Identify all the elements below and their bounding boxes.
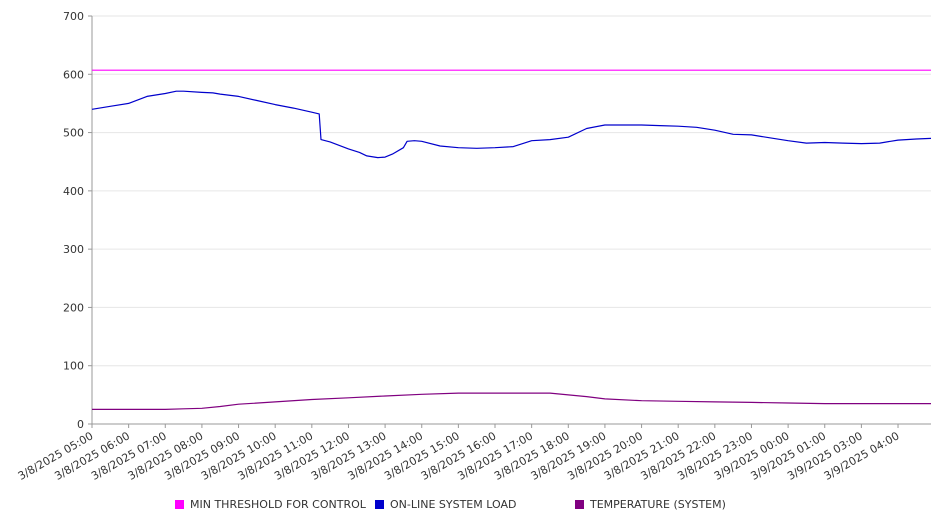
y-tick-label: 300 xyxy=(63,243,84,256)
legend: MIN THRESHOLD FOR CONTROL ON-LINE SYSTEM… xyxy=(0,498,946,514)
y-tick-label: 100 xyxy=(63,360,84,373)
y-tick-label: 400 xyxy=(63,185,84,198)
y-axis-tick-labels: 0 100 200 300 400 500 600 700 xyxy=(63,10,84,431)
legend-item-temperature[interactable]: TEMPERATURE (SYSTEM) xyxy=(575,498,726,511)
y-tick-label: 0 xyxy=(77,418,84,431)
legend-label-system-load: ON-LINE SYSTEM LOAD xyxy=(390,498,517,511)
legend-item-system-load[interactable]: ON-LINE SYSTEM LOAD xyxy=(375,498,516,511)
legend-swatch-temperature xyxy=(575,500,584,509)
series-line-2 xyxy=(92,392,931,410)
legend-label-min-threshold: MIN THRESHOLD FOR CONTROL xyxy=(190,498,366,511)
grid-lines xyxy=(92,15,931,367)
y-tick-label: 700 xyxy=(63,10,84,23)
legend-item-min-threshold[interactable]: MIN THRESHOLD FOR CONTROL xyxy=(175,498,366,511)
y-tick-label: 600 xyxy=(63,68,84,81)
y-tick-label: 200 xyxy=(63,301,84,314)
series-line-1 xyxy=(91,90,932,159)
axes xyxy=(88,15,931,428)
legend-swatch-system-load xyxy=(375,500,384,509)
legend-label-temperature: TEMPERATURE (SYSTEM) xyxy=(590,498,726,511)
series-lines xyxy=(91,69,932,410)
x-axis-tick-labels: 3/8/2025 05:003/8/2025 06:003/8/2025 07:… xyxy=(16,429,902,483)
y-tick-label: 500 xyxy=(63,127,84,140)
legend-swatch-min-threshold xyxy=(175,500,184,509)
